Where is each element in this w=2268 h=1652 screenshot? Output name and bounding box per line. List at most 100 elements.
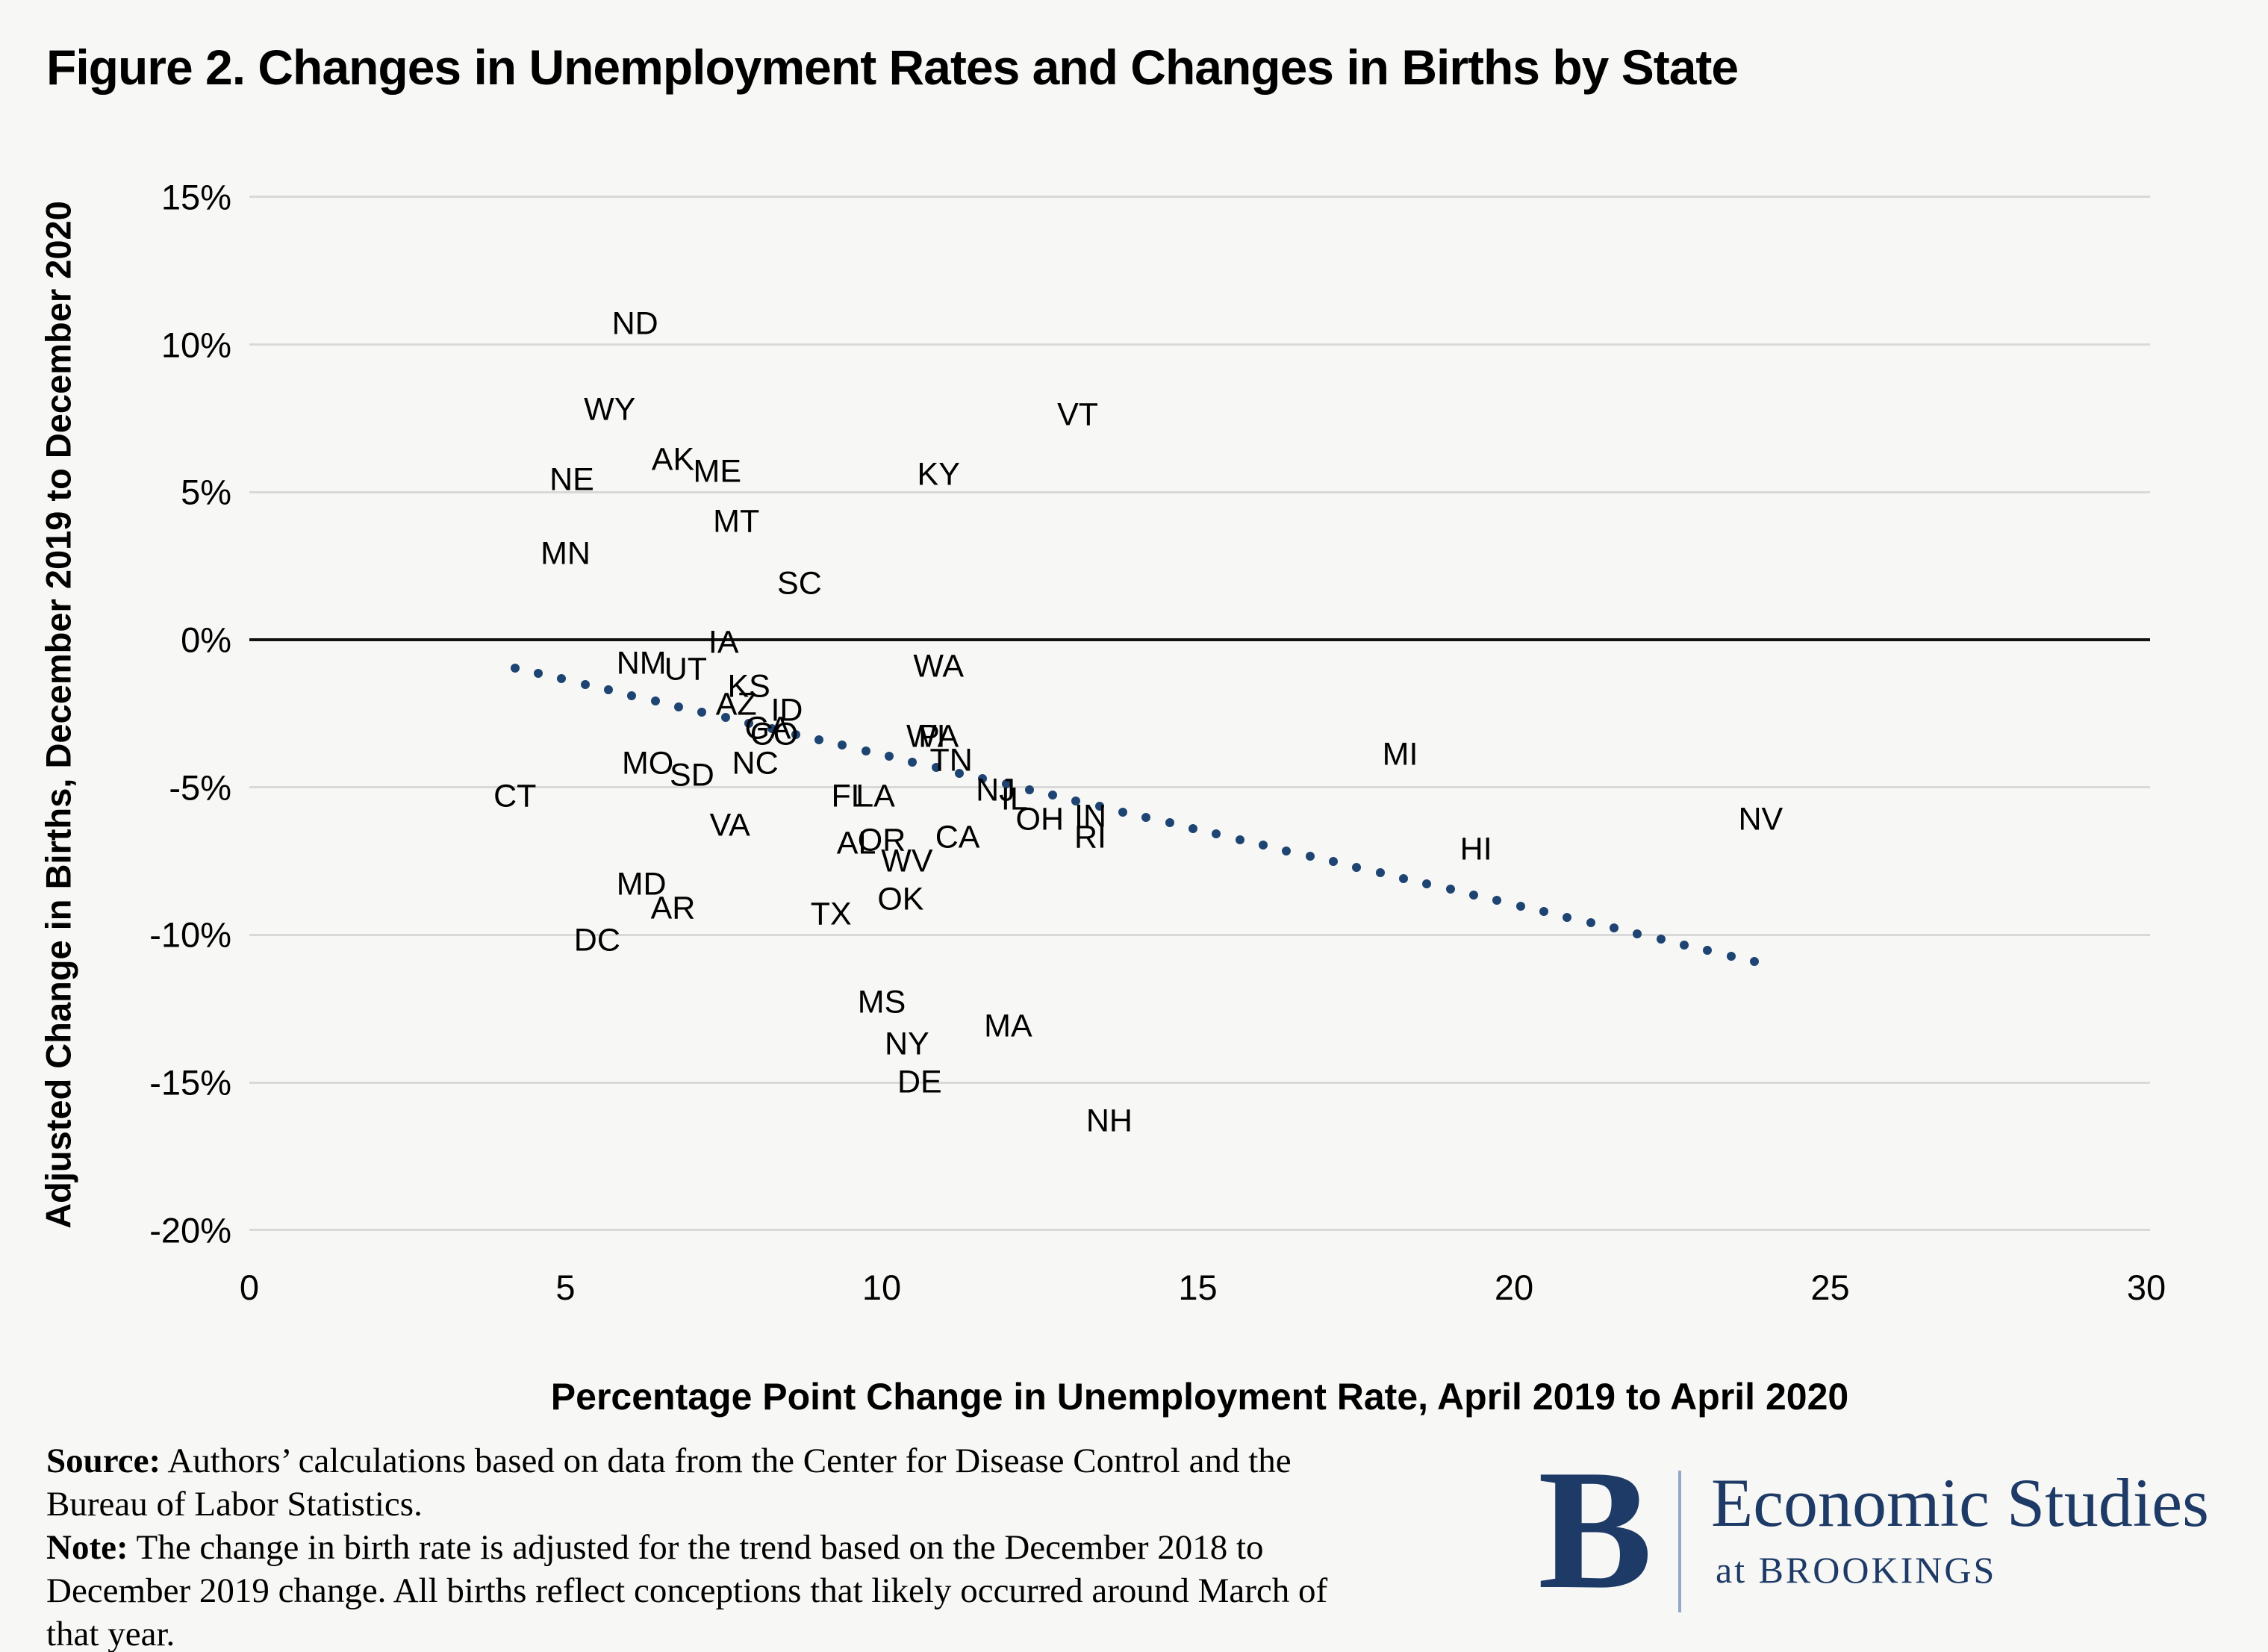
state-point-WY: WY bbox=[584, 391, 636, 428]
trendline-dot bbox=[1259, 841, 1268, 850]
state-point-MD: MD bbox=[616, 866, 667, 903]
footer-line: December 2019 change. All births reflect… bbox=[46, 1571, 1328, 1610]
y-gridline bbox=[249, 490, 2150, 493]
state-point-NV: NV bbox=[1738, 801, 1783, 838]
y-tick-label: -15% bbox=[149, 1062, 231, 1103]
trendline-dot bbox=[604, 685, 614, 695]
logo-economic-studies: Economic Studies bbox=[1711, 1465, 2209, 1541]
trendline-dot bbox=[720, 713, 730, 723]
state-point-AL: AL bbox=[836, 825, 876, 861]
state-point-DC: DC bbox=[573, 922, 620, 959]
chart-title: Figure 2. Changes in Unemployment Rates … bbox=[46, 40, 1739, 95]
state-point-ND: ND bbox=[611, 305, 658, 342]
trendline-dot bbox=[1703, 946, 1713, 956]
x-tick-label: 10 bbox=[862, 1268, 902, 1307]
state-point-ID: ID bbox=[770, 692, 803, 729]
state-point-IN: IN bbox=[1074, 798, 1106, 835]
trendline-dot bbox=[1305, 851, 1315, 861]
state-point-OK: OK bbox=[877, 881, 924, 917]
trendline-dot bbox=[1515, 901, 1525, 911]
state-point-FL: FL bbox=[831, 778, 869, 814]
state-point-NE: NE bbox=[549, 461, 594, 498]
state-point-UT: UT bbox=[664, 651, 708, 688]
trendline-dot bbox=[1141, 812, 1151, 822]
state-point-VA: VA bbox=[709, 807, 750, 844]
state-point-KS: KS bbox=[727, 668, 770, 705]
trendline-dot bbox=[1633, 929, 1642, 938]
state-point-NH: NH bbox=[1085, 1103, 1133, 1138]
state-point-MO: MO bbox=[621, 745, 674, 782]
state-point-MN: MN bbox=[540, 535, 591, 572]
trendline-dot bbox=[1726, 951, 1736, 961]
trendline-dot bbox=[978, 774, 988, 784]
trendline-dot bbox=[627, 691, 637, 700]
state-point-NY: NY bbox=[885, 1026, 929, 1062]
x-axis-title: Percentage Point Change in Unemployment … bbox=[550, 1376, 1849, 1418]
trendline-dot bbox=[534, 668, 543, 678]
state-point-ME: ME bbox=[693, 453, 742, 490]
x-tick-label: 0 bbox=[239, 1268, 260, 1307]
trendline-dot bbox=[908, 757, 918, 767]
y-gridline bbox=[249, 343, 2150, 346]
state-point-MA: MA bbox=[984, 1008, 1032, 1044]
trendline-dot bbox=[1656, 935, 1666, 944]
x-tick-label: 30 bbox=[2126, 1268, 2166, 1307]
trendline-dot bbox=[1445, 885, 1455, 894]
state-point-MT: MT bbox=[713, 503, 760, 540]
state-point-WV: WV bbox=[881, 843, 933, 879]
state-point-CT: CT bbox=[493, 778, 537, 814]
state-point-NJ: NJ bbox=[976, 772, 1015, 808]
state-point-GA: GA bbox=[744, 710, 791, 746]
state-point-OR: OR bbox=[857, 822, 906, 858]
state-point-KY: KY bbox=[917, 456, 960, 493]
trendline-dot bbox=[1048, 791, 1058, 800]
trendline-dot bbox=[1492, 896, 1502, 906]
trendline-dot bbox=[1329, 857, 1339, 867]
footer-notes: Source: Authors’ calculations based on d… bbox=[46, 1439, 1524, 1652]
trendline-dot bbox=[1118, 807, 1128, 817]
y-tick-label: 5% bbox=[181, 472, 231, 512]
state-point-TX: TX bbox=[810, 896, 852, 932]
trendline-dot bbox=[767, 724, 777, 734]
footer-line: Source: Authors’ calculations based on d… bbox=[46, 1441, 1292, 1480]
trendline-dot bbox=[1609, 923, 1619, 933]
state-point-IA: IA bbox=[708, 624, 739, 661]
y-axis-title: Adjusted Change in Births, December 2019… bbox=[38, 201, 78, 1229]
state-point-MI: MI bbox=[1382, 736, 1418, 773]
trendline-dot bbox=[1586, 918, 1595, 928]
y-tick-label: 0% bbox=[181, 620, 231, 660]
trendline-dot bbox=[884, 752, 894, 761]
y-tick-label: 10% bbox=[161, 325, 231, 365]
trendline-dot bbox=[1212, 829, 1221, 839]
trendline-dot bbox=[1539, 907, 1548, 917]
trendline-dot bbox=[791, 729, 800, 739]
state-point-WA: WA bbox=[913, 648, 965, 685]
state-point-IL: IL bbox=[1000, 781, 1028, 817]
y-tick-label: -20% bbox=[149, 1210, 231, 1250]
trendline-dot bbox=[697, 707, 707, 717]
trendline-dot bbox=[1563, 912, 1572, 922]
y-gridline bbox=[249, 1229, 2150, 1232]
trendline-dot bbox=[1165, 818, 1174, 828]
y-tick-label: -5% bbox=[169, 767, 231, 808]
trendline-dot bbox=[510, 663, 520, 673]
state-point-SC: SC bbox=[777, 565, 822, 602]
trendline-dot bbox=[580, 679, 590, 689]
state-point-WI: WI bbox=[906, 718, 946, 755]
state-point-VT: VT bbox=[1057, 396, 1099, 433]
y-gridline bbox=[249, 933, 2150, 936]
trendline-dot bbox=[1399, 873, 1408, 883]
trendline-dot bbox=[1001, 779, 1011, 789]
zero-axis-line bbox=[249, 638, 2150, 641]
state-point-CO: CO bbox=[750, 716, 799, 752]
trendline-dot bbox=[650, 696, 660, 706]
footer-line: Note: The change in birth rate is adjust… bbox=[46, 1528, 1264, 1567]
state-point-OH: OH bbox=[1015, 801, 1065, 838]
trendline-dot bbox=[1352, 862, 1362, 872]
trendline-dot bbox=[1094, 802, 1104, 811]
trendline-dot bbox=[1235, 835, 1244, 844]
footer-line: Bureau of Labor Statistics. bbox=[46, 1485, 423, 1524]
trendline-dot bbox=[1749, 956, 1759, 966]
